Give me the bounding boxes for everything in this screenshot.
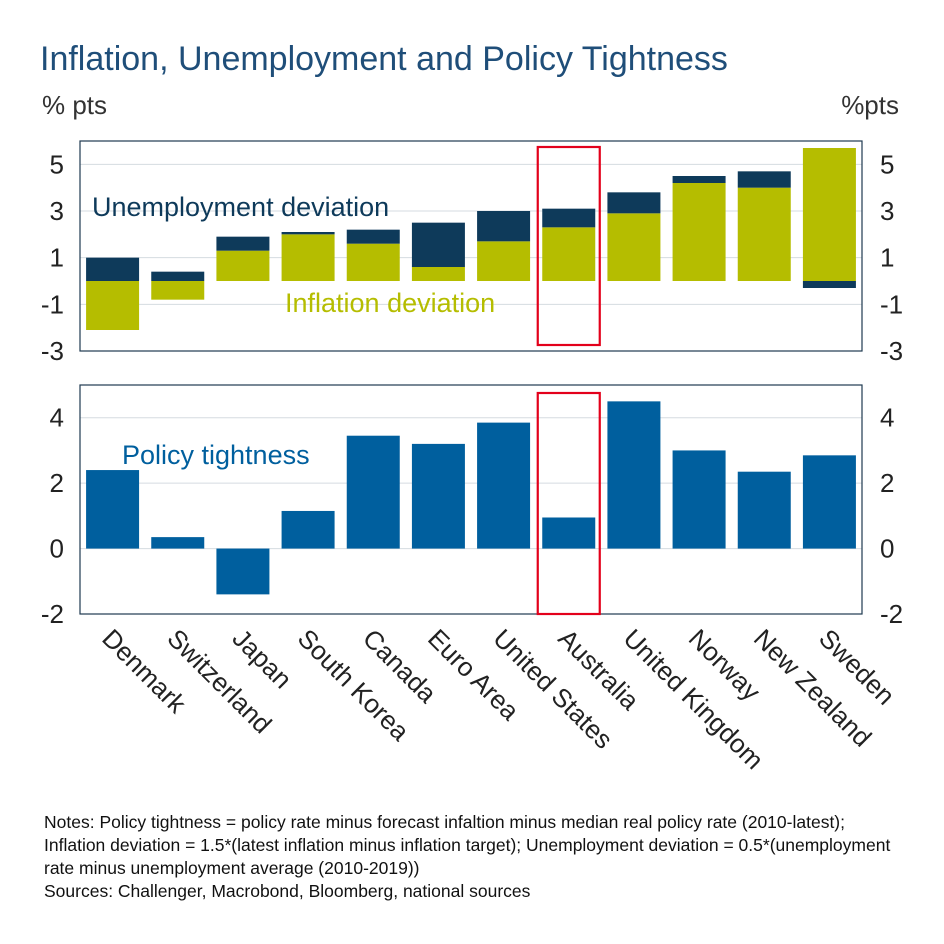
inflation-bar-2 xyxy=(216,250,270,281)
inflation-bar-7 xyxy=(542,227,596,281)
unemployment-bar-10 xyxy=(737,171,791,188)
policy-series-label: Policy tightness xyxy=(122,440,310,470)
top-right-tick-label: 5 xyxy=(880,149,894,179)
bottom-right-tick-label: 2 xyxy=(880,468,894,498)
bottom-right-tick-label: 4 xyxy=(880,403,894,433)
unemployment-series-label: Unemployment deviation xyxy=(92,192,389,222)
bottom-left-tick-label: 2 xyxy=(50,468,64,498)
policy-bar-11 xyxy=(802,455,856,549)
notes: Notes: Policy tightness = policy rate mi… xyxy=(44,811,904,903)
australia-highlight-bottom xyxy=(536,391,601,616)
chart-title: Inflation, Unemployment and Policy Tight… xyxy=(40,40,728,78)
policy-bar-6 xyxy=(477,422,531,549)
inflation-bar-4 xyxy=(346,243,400,281)
policy-bar-2 xyxy=(216,548,270,595)
policy-bar-8 xyxy=(607,401,661,549)
inflation-bar-9 xyxy=(672,183,726,281)
policy-bar-4 xyxy=(346,435,400,549)
unemployment-bar-3 xyxy=(281,232,335,235)
unemployment-bar-1 xyxy=(151,271,205,281)
inflation-bar-8 xyxy=(607,213,661,281)
australia-highlight-top xyxy=(536,145,601,347)
inflation-bar-10 xyxy=(737,187,791,281)
unemployment-bar-2 xyxy=(216,236,270,251)
unemployment-bar-7 xyxy=(542,208,596,228)
unemployment-bar-8 xyxy=(607,192,661,214)
policy-bar-5 xyxy=(411,443,465,549)
inflation-series-label: Inflation deviation xyxy=(285,288,495,318)
policy-bar-0 xyxy=(86,470,140,549)
top-left-tick-label: -1 xyxy=(41,289,64,319)
right-axis-unit: %pts xyxy=(841,90,899,120)
notes-text: Notes: Policy tightness = policy rate mi… xyxy=(44,812,891,878)
unemployment-bar-5 xyxy=(411,222,465,267)
top-right-tick-label: 1 xyxy=(880,243,894,273)
policy-bar-10 xyxy=(737,471,791,549)
policy-bar-7 xyxy=(542,517,596,549)
unemployment-bar-0 xyxy=(86,257,140,281)
top-plot-frame xyxy=(79,140,863,352)
unemployment-bar-6 xyxy=(477,211,531,242)
inflation-bar-5 xyxy=(411,267,465,281)
inflation-bar-3 xyxy=(281,234,335,281)
top-right-tick-label: 3 xyxy=(880,196,894,226)
bottom-right-tick-label: 0 xyxy=(880,534,894,564)
top-left-tick-label: 5 xyxy=(50,149,64,179)
unemployment-bar-4 xyxy=(346,229,400,244)
unemployment-bar-11 xyxy=(802,281,856,288)
policy-bar-9 xyxy=(672,450,726,549)
bottom-right-tick-label: -2 xyxy=(880,599,903,629)
bottom-plot-frame xyxy=(79,384,863,615)
unemployment-bar-9 xyxy=(672,176,726,183)
bottom-left-tick-label: -2 xyxy=(41,599,64,629)
inflation-bar-11 xyxy=(802,148,856,281)
sources-text: Sources: Challenger, Macrobond, Bloomber… xyxy=(44,881,531,901)
policy-bar-3 xyxy=(281,510,335,549)
inflation-bar-1 xyxy=(151,281,205,300)
top-left-tick-label: 3 xyxy=(50,196,64,226)
top-left-tick-label: 1 xyxy=(50,243,64,273)
top-right-tick-label: -3 xyxy=(880,336,903,366)
bottom-left-tick-label: 0 xyxy=(50,534,64,564)
inflation-bar-0 xyxy=(86,281,140,330)
top-right-tick-label: -1 xyxy=(880,289,903,319)
top-left-tick-label: -3 xyxy=(41,336,64,366)
policy-bar-1 xyxy=(151,537,205,549)
left-axis-unit: % pts xyxy=(42,90,108,120)
inflation-bar-6 xyxy=(477,241,531,281)
bottom-left-tick-label: 4 xyxy=(50,403,64,433)
